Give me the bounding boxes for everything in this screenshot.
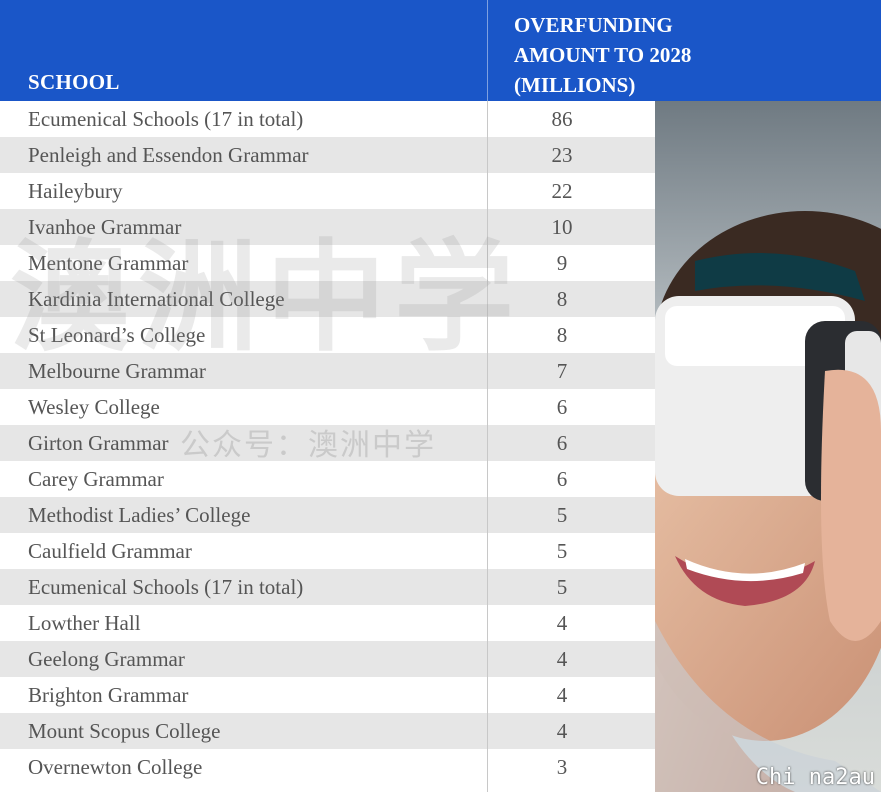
school-name: Ecumenical Schools (17 in total) — [28, 575, 304, 599]
table-row: Geelong Grammar 4 — [0, 641, 655, 677]
watermark-large: 澳洲中学 — [10, 229, 522, 368]
overfunding-value: 7 — [556, 359, 568, 383]
table-row: Caulfield Grammar 5 — [0, 533, 655, 569]
school-name: Carey Grammar — [28, 467, 164, 491]
table-row: Brighton Grammar 4 — [0, 677, 655, 713]
overfunding-value: 5 — [556, 503, 568, 527]
table-row: Melbourne Grammar 7 — [0, 353, 655, 389]
overfunding-value: 86 — [551, 107, 573, 131]
school-name: Overnewton College — [28, 755, 203, 779]
overfunding-value: 6 — [556, 431, 568, 455]
school-name: Kardinia International College — [28, 287, 285, 311]
school-name: Wesley College — [28, 395, 160, 419]
overfunding-value: 23 — [551, 143, 573, 167]
school-name: Caulfield Grammar — [28, 539, 192, 563]
table-row: Penleigh and Essendon Grammar 23 — [0, 137, 655, 173]
school-name: Mount Scopus College — [28, 719, 221, 743]
table-row: Ecumenical Schools (17 in total) 86 — [0, 101, 655, 137]
table-row: Ecumenical Schools (17 in total) 5 — [0, 569, 655, 605]
school-name: Ivanhoe Grammar — [28, 215, 182, 239]
overfunding-value: 4 — [556, 647, 568, 671]
table-row: Mentone Grammar 9 — [0, 245, 655, 281]
school-name: Haileybury — [28, 179, 123, 203]
overfunding-value: 9 — [556, 251, 568, 275]
table-row: Kardinia International College 8 — [0, 281, 655, 317]
school-name: Melbourne Grammar — [28, 359, 206, 383]
school-name: Geelong Grammar — [28, 647, 185, 671]
overfunding-value: 4 — [556, 611, 568, 635]
header-divider — [487, 0, 488, 101]
overfunding-value: 22 — [551, 179, 573, 203]
overfunding-value: 10 — [551, 215, 573, 239]
amount-column-header: OVERFUNDING AMOUNT TO 2028 (MILLIONS) — [514, 13, 692, 97]
overfunding-value: 8 — [556, 323, 568, 347]
school-name: Girton Grammar — [28, 431, 169, 455]
overfunding-value: 6 — [556, 467, 568, 491]
table-row: Methodist Ladies’ College 5 — [0, 497, 655, 533]
table-row: Lowther Hall 4 — [0, 605, 655, 641]
school-name: Lowther Hall — [28, 611, 141, 635]
overfunding-value: 4 — [556, 683, 568, 707]
table-row: Wesley College 6 — [0, 389, 655, 425]
overfunding-value: 6 — [556, 395, 568, 419]
school-name: Penleigh and Essendon Grammar — [28, 143, 309, 167]
school-name: Ecumenical Schools (17 in total) — [28, 107, 304, 131]
table-row: Haileybury 22 — [0, 173, 655, 209]
table-row: Overnewton College 3 — [0, 749, 655, 785]
school-name: Mentone Grammar — [28, 251, 189, 275]
table-row: Mount Scopus College 4 — [0, 713, 655, 749]
school-column-header: SCHOOL — [28, 70, 120, 94]
photo-credit: Chi na2au — [755, 765, 875, 790]
table-row: Ivanhoe Grammar 10 — [0, 209, 655, 245]
overfunding-value: 5 — [556, 575, 568, 599]
table-body: Ecumenical Schools (17 in total) 86 Penlei… — [0, 101, 655, 785]
overfunding-value: 3 — [556, 755, 568, 779]
table-row: Girton Grammar 6 — [0, 425, 655, 461]
column-divider — [487, 101, 488, 792]
school-name: Methodist Ladies’ College — [28, 503, 251, 527]
table-header: SCHOOL OVERFUNDING AMOUNT TO 2028 (MILLI… — [0, 0, 881, 101]
overfunding-value: 8 — [556, 287, 568, 311]
overfunding-value: 5 — [556, 539, 568, 563]
overfunding-value: 4 — [556, 719, 568, 743]
school-name: St Leonard’s College — [28, 323, 206, 347]
school-name: Brighton Grammar — [28, 683, 189, 707]
watermark-small: 公众号：澳洲中学 — [180, 428, 436, 463]
table-row: Carey Grammar 6 — [0, 461, 655, 497]
vr-headset-photo — [655, 101, 881, 792]
table-row: St Leonard’s College 8 — [0, 317, 655, 353]
photo-illustration — [655, 101, 881, 792]
